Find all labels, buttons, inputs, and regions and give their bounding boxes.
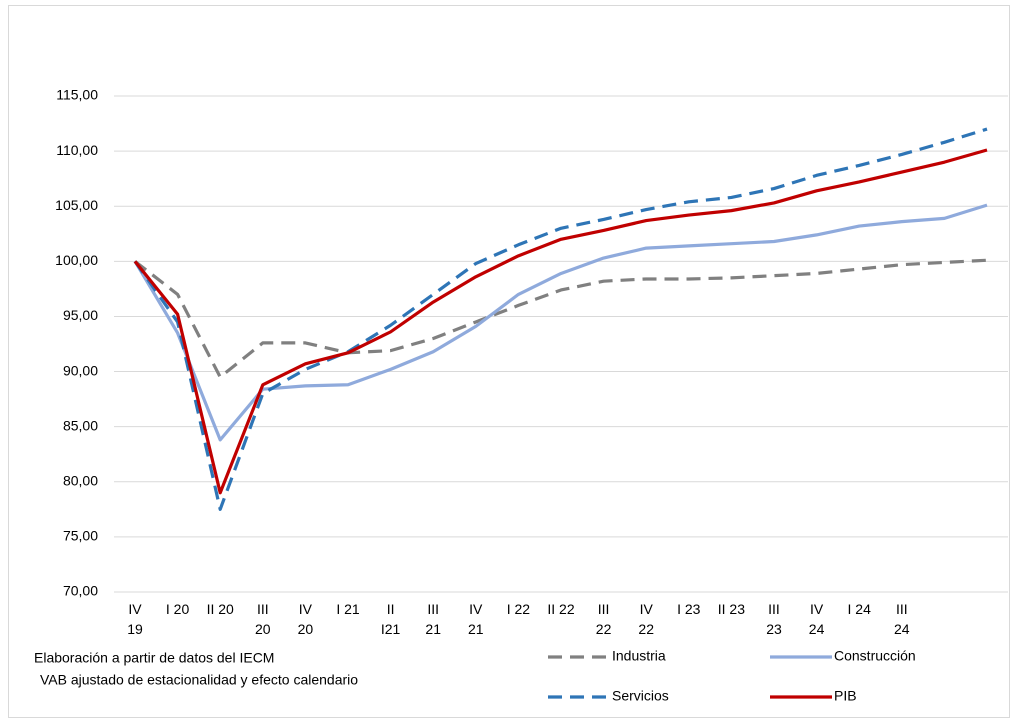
x-tick-label: IV 22 [638,601,654,637]
y-tick-label: 105,00 [55,197,98,213]
chart-border [8,5,1010,718]
y-tick-label: 85,00 [63,417,98,433]
legend-label: Servicios [612,688,669,704]
y-tick-label: 70,00 [63,583,98,599]
annotation: Elaboración a partir de datos del IECM [34,650,274,666]
y-tick-label: 110,00 [56,142,98,158]
x-tick-label: I 23 [677,601,701,617]
y-tick-label: 90,00 [63,362,98,378]
annotation: VAB ajustado de estacionalidad y efecto … [40,672,358,688]
y-tick-label: 75,00 [63,528,98,544]
x-tick-label: III 24 [894,601,910,637]
x-tick-label: I 24 [848,601,872,617]
y-tick-label: 95,00 [63,307,98,323]
x-tick-label: III 20 [255,601,271,637]
x-tick-label: II 20 [207,601,234,617]
x-tick-label: IV 21 [468,601,484,637]
series-line [134,258,988,379]
x-tick-label: I 22 [507,601,531,617]
series-line [133,203,988,442]
series-line [133,127,988,511]
x-tick-label: IV 24 [809,601,825,637]
x-tick-label: IV 19 [127,601,143,637]
legend-label: PIB [834,688,857,704]
x-tick-label: I 21 [336,601,360,617]
y-tick-label: 100,00 [55,252,98,268]
x-tick-label: I 20 [166,601,190,617]
x-tick-label: III 23 [766,601,782,637]
x-tick-label: III 22 [596,601,612,637]
series-line [133,148,988,495]
x-tick-label: IV 20 [298,601,314,637]
legend-label: Industria [612,648,666,664]
x-tick-label: II 23 [718,601,745,617]
legend-label: Construcción [834,648,916,664]
x-tick-label: II 22 [547,601,574,617]
y-tick-label: 115,00 [56,87,98,103]
y-tick-label: 80,00 [63,472,98,488]
